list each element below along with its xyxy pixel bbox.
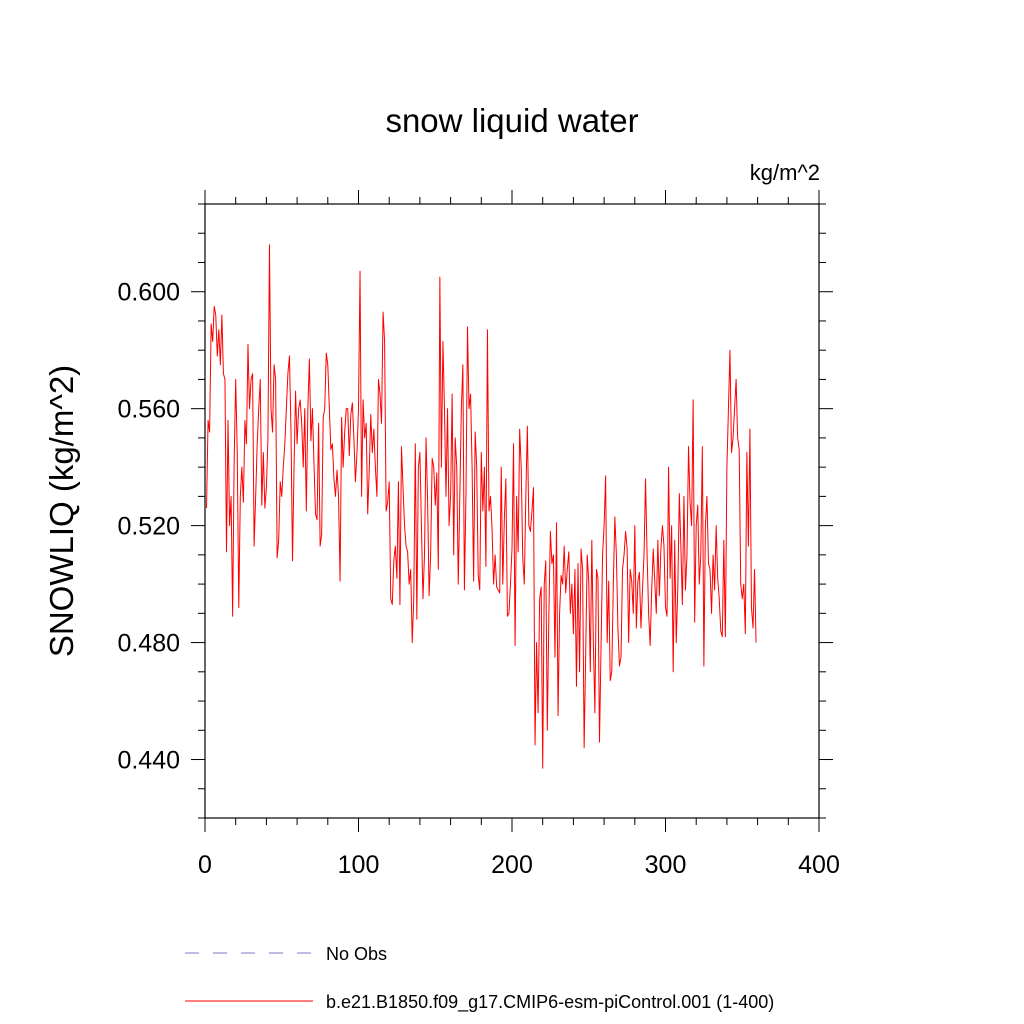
x-tick-label: 300 — [645, 851, 687, 879]
x-tick-label: 100 — [338, 851, 380, 879]
legend-label-no-obs: No Obs — [326, 944, 387, 964]
y-tick-label: 0.600 — [117, 279, 180, 307]
tick-marks — [191, 190, 833, 832]
y-tick-label: 0.560 — [117, 396, 180, 424]
legend-label-model: b.e21.B1850.f09_g17.CMIP6-esm-piControl.… — [326, 992, 774, 1013]
y-axis-label: SNOWLIQ (kg/m^2) — [43, 365, 80, 657]
legend: No Obs b.e21.B1850.f09_g17.CMIP6-esm-piC… — [185, 944, 774, 1013]
chart-title: snow liquid water — [385, 102, 638, 139]
plot-frame — [204, 203, 820, 819]
y-tick-label: 0.480 — [117, 630, 180, 658]
x-tick-label: 0 — [198, 851, 212, 879]
y-tick-label: 0.520 — [117, 513, 180, 541]
x-tick-label: 400 — [798, 851, 840, 879]
y-tick-label: 0.440 — [117, 747, 180, 775]
x-tick-label: 200 — [491, 851, 533, 879]
series-group — [206, 244, 757, 769]
series-line-0 — [206, 244, 757, 769]
units-label: kg/m^2 — [750, 160, 820, 185]
tick-labels: 0 100 200 300 400 0.440 0.480 0.520 0.560 0.600 — [117, 279, 839, 879]
